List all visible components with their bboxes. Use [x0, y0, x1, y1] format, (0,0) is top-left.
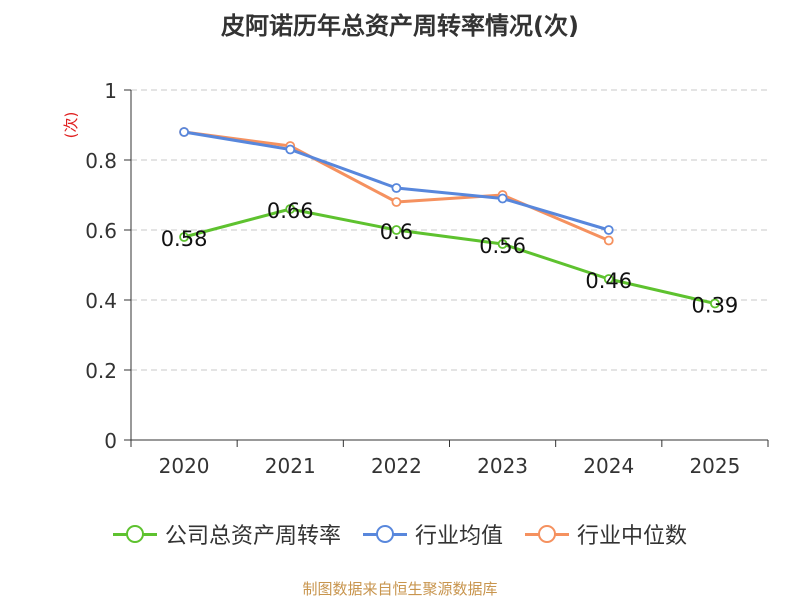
legend-label-industry-median: 行业中位数	[577, 524, 688, 549]
data-point	[391, 183, 402, 193]
y-tick-label: 0	[104, 429, 117, 453]
x-tick-label: 2025	[689, 454, 740, 478]
data-label: 0.39	[692, 294, 739, 318]
x-tick-label: 2024	[583, 454, 634, 478]
y-tick-label: 0.6	[85, 219, 117, 243]
legend-marker-industry-mean	[362, 524, 407, 544]
legend-label-company: 公司总资产周转率	[164, 524, 341, 549]
data-point	[179, 127, 189, 137]
data-label: 0.56	[479, 234, 526, 258]
data-label: 0.58	[161, 227, 208, 251]
legend-item-industry-mean[interactable]: 行业均值	[362, 518, 503, 550]
data-label: 0.6	[380, 220, 413, 244]
x-tick-label: 2023	[477, 454, 528, 478]
legend: 公司总资产周转率 行业均值 行业中位数	[0, 518, 800, 550]
data-point	[497, 239, 508, 249]
data-point	[603, 225, 614, 235]
y-axis-label: (次)	[62, 112, 80, 139]
legend-label-industry-mean: 行业均值	[414, 524, 503, 549]
legend-item-industry-median[interactable]: 行业中位数	[525, 518, 687, 550]
y-tick-label: 1	[104, 79, 117, 103]
legend-marker-company	[112, 524, 157, 544]
data-label: 0.66	[267, 199, 314, 223]
chart-title: 皮阿诺历年总资产周转率情况(次)	[221, 12, 579, 40]
data-point	[603, 274, 614, 284]
data-point	[285, 144, 296, 155]
legend-marker-industry-median	[525, 524, 569, 544]
data-point	[285, 204, 296, 214]
data-point	[391, 197, 402, 207]
x-tick-label: 2021	[265, 454, 316, 478]
data-point	[497, 193, 508, 204]
y-tick-label: 0.4	[85, 289, 117, 313]
data-point	[710, 298, 720, 309]
x-tick-label: 2020	[159, 454, 210, 478]
data-label: 0.46	[585, 269, 632, 293]
source-footer: 制图数据来自恒生聚源数据库	[302, 580, 498, 598]
data-point	[603, 235, 614, 246]
y-tick-label: 0.8	[85, 149, 117, 173]
legend-item-company[interactable]: 公司总资产周转率	[112, 518, 341, 550]
y-tick-label: 0.2	[85, 359, 117, 383]
series-line	[183, 207, 716, 305]
data-point	[179, 232, 189, 242]
x-tick-label: 2022	[371, 454, 422, 478]
series-line	[183, 130, 610, 232]
data-point	[391, 225, 402, 235]
